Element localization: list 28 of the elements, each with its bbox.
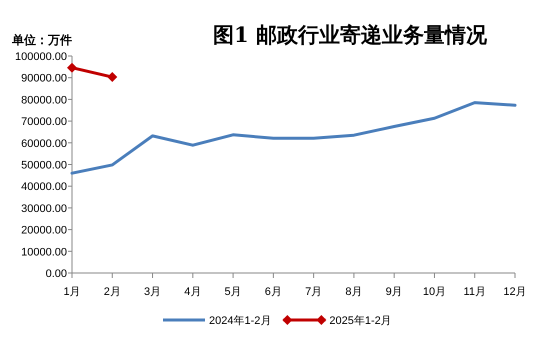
line-series (70, 101, 516, 175)
y-tick-label: 10000.00 (21, 246, 67, 258)
x-tick-label: 7月 (305, 286, 322, 298)
x-tick-label: 9月 (386, 286, 403, 298)
y-tick-label: 70000.00 (21, 116, 67, 128)
y-tick-label: 100000.00 (15, 51, 67, 63)
x-tick-label: 4月 (184, 286, 202, 298)
y-tick-label: 40000.00 (21, 181, 67, 194)
chart-title: 图1 邮政行业寄递业务量情况 (213, 22, 488, 47)
y-tick-label: 0.00 (46, 268, 67, 280)
y-axis-title: 单位：万件 (11, 33, 72, 47)
x-tick-label: 12月 (503, 286, 527, 298)
x-tick-label: 6月 (264, 286, 282, 298)
legend-label: 2024年1-2月 (209, 315, 272, 327)
x-tick-label: 1月 (63, 286, 81, 298)
y-tick-label: 60000.00 (21, 138, 67, 150)
x-tick-label: 8月 (345, 286, 362, 298)
y-tick-label: 20000.00 (21, 224, 67, 237)
y-tick-label: 30000.00 (21, 202, 67, 215)
legend-label: 2025年1-2月 (329, 315, 392, 327)
x-tick-label: 5月 (224, 286, 242, 298)
x-tick-label: 10月 (422, 286, 446, 298)
y-tick-label: 50000.00 (21, 160, 67, 172)
x-tick-label: 2月 (104, 286, 121, 298)
y-tick-label: 90000.00 (21, 72, 67, 85)
x-tick-label: 11月 (464, 286, 486, 298)
x-tick-label: 3月 (144, 286, 162, 298)
y-tick-label: 80000.00 (21, 94, 67, 106)
